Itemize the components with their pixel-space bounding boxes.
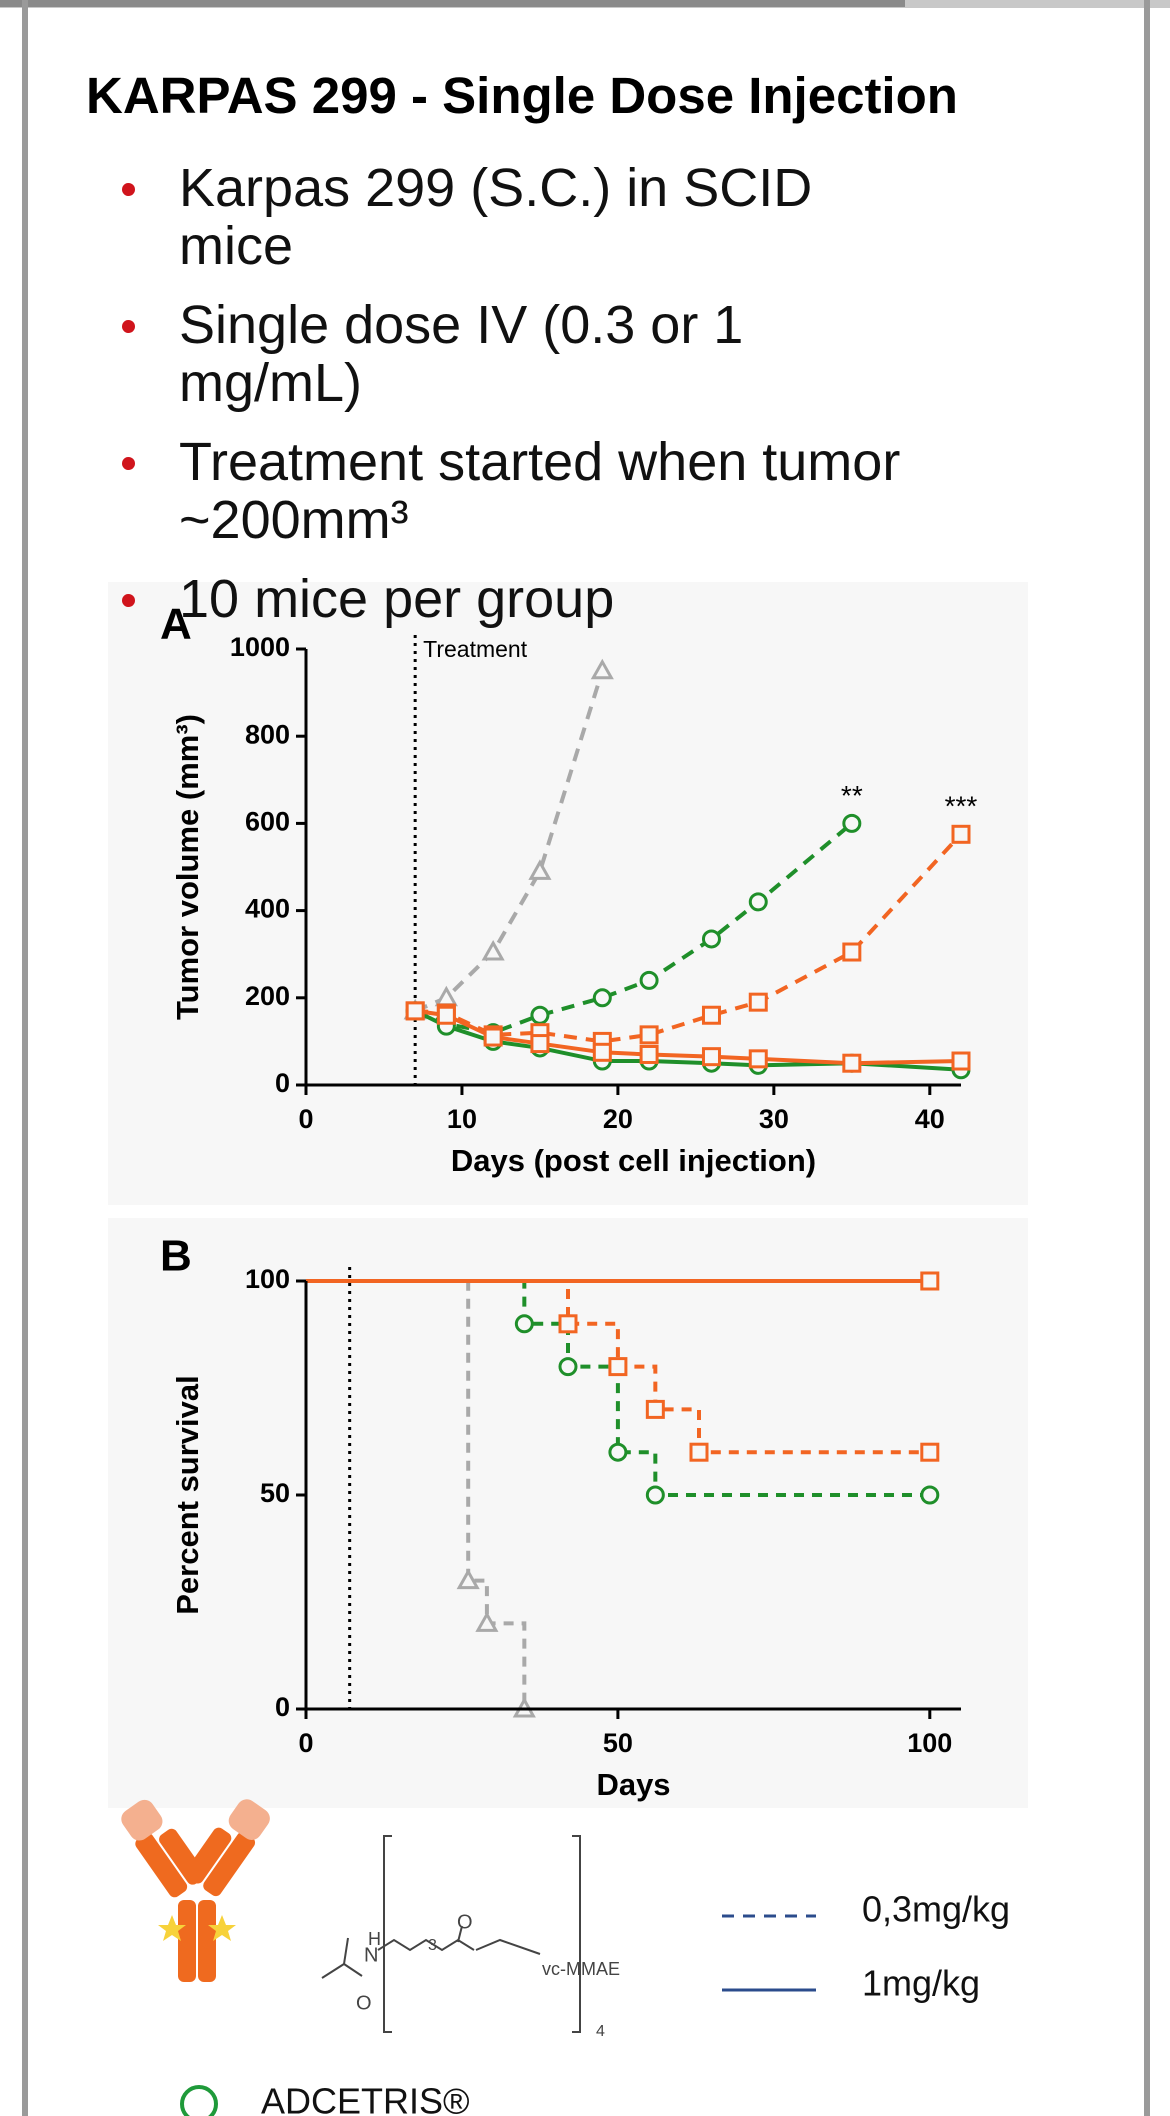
marker: [920, 1271, 940, 1291]
marker: [701, 1047, 721, 1067]
series-line: [415, 832, 963, 1044]
chart-b-bg: [108, 1218, 1028, 1808]
y-tick-label: 1000: [230, 632, 290, 662]
marker: [481, 939, 505, 961]
marker: [483, 1027, 503, 1047]
antibody-icon: [121, 1799, 270, 1982]
x-tick-label: 100: [907, 1728, 952, 1758]
series-line: [414, 821, 854, 1035]
marker: [608, 1442, 628, 1462]
slide-title: KARPAS 299 - Single Dose Injection: [86, 67, 958, 124]
annotation: ***: [945, 791, 978, 822]
compound-marker: [180, 2085, 218, 2116]
marker: [689, 1442, 709, 1462]
x-tick-label: 0: [298, 1728, 313, 1758]
y-axis-label: Percent survival: [170, 1375, 205, 1615]
payload-label: vc-MMAE: [542, 1959, 620, 1979]
marker: [558, 1357, 578, 1377]
y-tick-label: 600: [245, 807, 290, 837]
marker: [645, 1485, 665, 1505]
marker: [436, 1005, 456, 1025]
x-tick-label: 50: [603, 1728, 633, 1758]
frame-right: [1144, 0, 1150, 2116]
marker: [842, 942, 862, 962]
series-line: [414, 1008, 962, 1066]
atom-label: N: [364, 1944, 378, 1966]
marker: [608, 1357, 628, 1377]
legend: 0,3mg/kg 1mg/kg: [722, 1889, 1010, 2004]
x-tick-label: 40: [915, 1104, 945, 1134]
marker: [748, 1049, 768, 1069]
marker: [951, 1051, 971, 1071]
header: KARPAS 299 - Single Dose Injection Karpa…: [86, 66, 1126, 649]
marker: [748, 992, 768, 1012]
x-tick-label: 0: [298, 1104, 313, 1134]
repeat-count: 4: [596, 2023, 605, 2040]
y-axis-label: Tumor volume (mm³): [170, 714, 205, 1020]
annotation: **: [841, 780, 863, 811]
structure-drawing: [321, 1835, 581, 2033]
bullet: Single dose IV (0.3 or 1 mg/mL): [86, 296, 939, 412]
x-tick-label: 10: [447, 1104, 477, 1134]
marker: [592, 1042, 612, 1062]
y-tick-label: 0: [275, 1068, 290, 1098]
marker: [951, 824, 971, 844]
marker: [592, 988, 612, 1008]
marker: [456, 1568, 480, 1590]
marker: [639, 970, 659, 990]
y-tick-label: 100: [245, 1264, 290, 1294]
y-tick-label: 50: [260, 1478, 290, 1508]
marker: [920, 1442, 940, 1462]
marker: [475, 1611, 499, 1632]
marker: [514, 1314, 534, 1334]
marker: [530, 1034, 550, 1054]
chain-length: 3: [428, 1937, 437, 1954]
x-tick-label: 30: [759, 1104, 789, 1134]
frame-left: [22, 0, 28, 2116]
marker: [528, 859, 552, 880]
marker: [701, 1005, 721, 1025]
survival-curve: [306, 1279, 930, 1455]
legend-label: 1mg/kg: [862, 1963, 980, 2004]
bullet: 10 mice per group: [86, 570, 939, 628]
panel-label: B: [160, 1232, 192, 1281]
y-tick-label: 400: [245, 894, 290, 924]
survival-curve: [306, 1279, 930, 1497]
marker: [405, 1001, 425, 1021]
atom-label: O: [356, 1992, 372, 2014]
marker: [748, 892, 768, 912]
compound-label: ADCETRIS®: [261, 2081, 470, 2116]
bullet: Treatment started when tumor ~200mm³: [86, 433, 939, 549]
legend-label: 0,3mg/kg: [862, 1889, 1010, 1930]
marker: [590, 658, 614, 680]
series-line: [414, 1009, 962, 1072]
atom-label: H: [368, 1929, 381, 1949]
marker: [842, 1053, 862, 1073]
marker: [645, 1399, 665, 1419]
x-axis-label: Days (post cell injection): [451, 1143, 816, 1178]
chart-a-bg: [108, 582, 1028, 1205]
atom-label: O: [457, 1911, 473, 1933]
x-tick-label: 20: [603, 1104, 633, 1134]
y-tick-label: 800: [245, 719, 290, 749]
treatment-label: Treatment: [423, 636, 528, 662]
top-bar-dark: [0, 0, 905, 7]
marker: [530, 1005, 550, 1025]
marker: [639, 1025, 659, 1045]
x-axis-label: Days: [596, 1767, 670, 1802]
bullet: Karpas 299 (S.C.) in SCID mice: [86, 159, 939, 275]
bullet-list: Karpas 299 (S.C.) in SCID mice Single dos…: [86, 159, 1126, 628]
y-tick-label: 200: [245, 981, 290, 1011]
marker: [639, 1044, 659, 1064]
panel-label: A: [160, 600, 192, 649]
marker: [842, 813, 862, 833]
marker: [558, 1314, 578, 1334]
marker: [701, 929, 721, 949]
y-tick-label: 0: [275, 1692, 290, 1722]
marker: [920, 1485, 940, 1505]
